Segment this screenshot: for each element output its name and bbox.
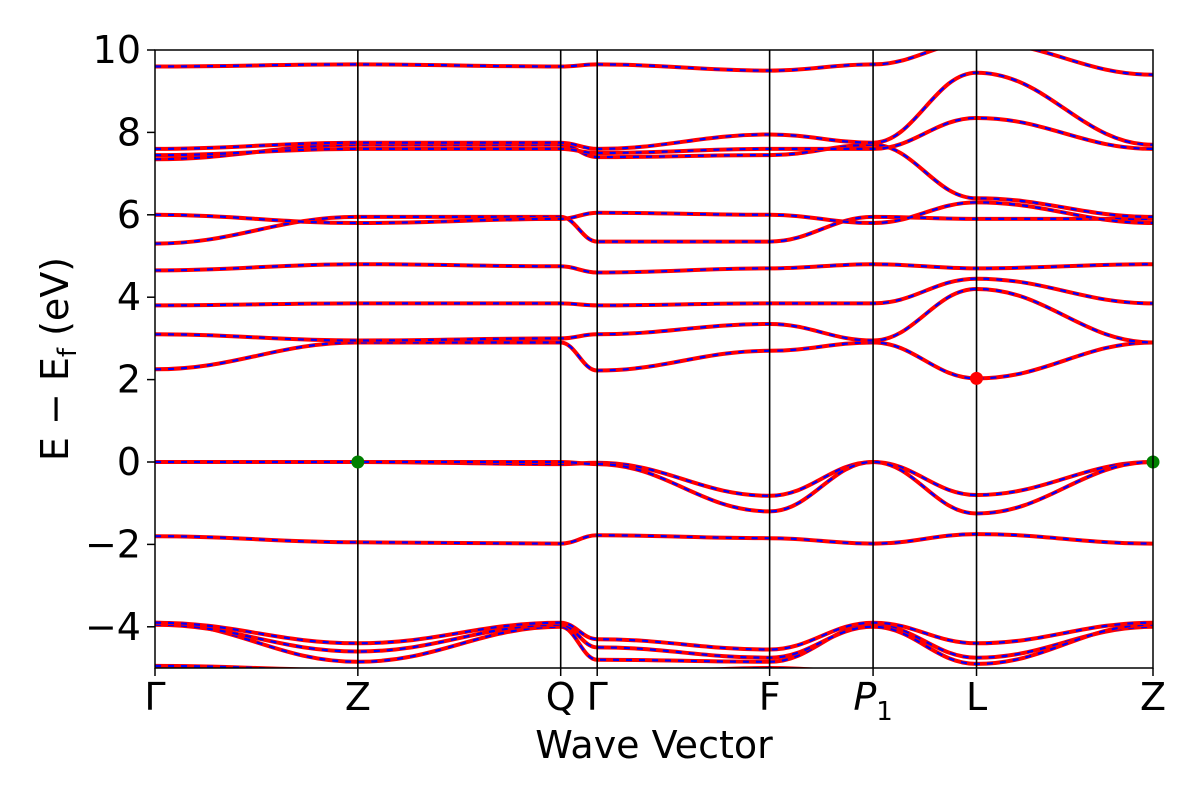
y-tick-label-3: 2	[117, 358, 141, 402]
y-tick-label-1: −2	[85, 522, 141, 566]
band-16-interp	[155, 50, 1153, 76]
y-axis-ticks: −4 −2 0 2 4 6 8 10	[85, 28, 155, 649]
band-15-dft	[155, 70, 1153, 151]
band-5-dft	[155, 459, 1153, 498]
y-tick-label-4: 4	[117, 275, 141, 319]
band-16-dft	[155, 50, 1153, 77]
band-2-interp	[155, 623, 1153, 666]
x-tick-label-1: Z	[345, 675, 371, 719]
band-7-dft	[155, 340, 1153, 381]
k-point-lines	[357, 50, 978, 668]
x-tick-label-4: F	[759, 675, 781, 719]
y-tick-label-2: 0	[117, 440, 141, 484]
plot-frame	[154, 49, 1154, 669]
band-0-dft	[155, 663, 821, 668]
bands-layer	[155, 50, 1153, 668]
y-tick-label-5: 6	[117, 193, 141, 237]
x-tick-label-2: Q	[546, 675, 576, 719]
x-tick-label-0: Γ	[144, 675, 165, 719]
y-axis-title-unit: (eV)	[33, 257, 77, 348]
band-8-dft	[155, 286, 1153, 345]
x-tick-label-7: Z	[1140, 675, 1166, 719]
x-tick-label-3: Γ	[587, 675, 608, 719]
x-axis-title: Wave Vector	[535, 723, 773, 767]
y-axis-title-main: E − E	[33, 357, 77, 461]
band-6-interp	[155, 460, 1153, 515]
marker-cbm-2	[970, 371, 984, 385]
band-edge-markers	[351, 371, 1160, 469]
band-1-interp	[155, 621, 1153, 663]
y-axis-title: E − Ef (eV)	[33, 257, 83, 461]
y-axis-title-sub: f	[53, 347, 83, 357]
band-13-dft	[155, 142, 1153, 219]
band-0-interp	[155, 664, 807, 668]
band-5-interp	[155, 460, 1153, 497]
band-8-interp	[155, 287, 1153, 344]
band-15-interp	[155, 71, 1153, 151]
x-tick-label-6: L	[966, 675, 987, 719]
band-13-interp	[155, 143, 1153, 218]
band-3-interp	[155, 621, 1153, 651]
y-tick-label-7: 10	[93, 28, 141, 72]
band-7-interp	[155, 341, 1153, 380]
marker-vbm-0	[351, 455, 365, 469]
band-14-dft	[155, 115, 1153, 158]
x-tick-label-5: P1	[853, 675, 892, 727]
y-tick-label-0: −4	[85, 605, 141, 649]
y-tick-label-6: 8	[117, 110, 141, 154]
band-3-dft	[155, 620, 1153, 652]
x-axis-ticks: Γ Z Q Γ F P1 L Z	[144, 668, 1166, 727]
